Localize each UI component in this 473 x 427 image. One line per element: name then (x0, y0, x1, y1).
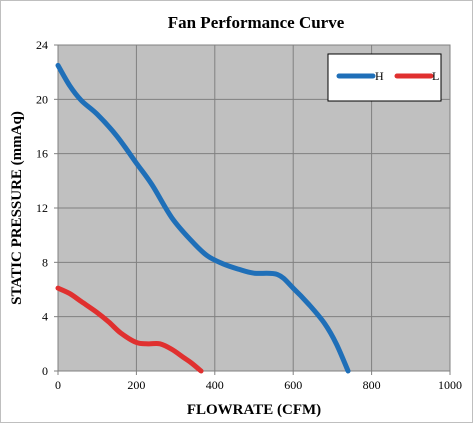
x-tick-label: 0 (55, 378, 61, 392)
y-tick-label: 16 (36, 147, 48, 161)
series-line-l (55, 285, 204, 374)
y-tick-label: 0 (42, 364, 48, 378)
series-lines (55, 62, 351, 374)
y-tick-label: 8 (42, 255, 48, 269)
legend-label-h: H (375, 69, 384, 83)
y-axis-title: STATIC PRESSURE (mmAq) (9, 111, 25, 305)
y-tick-label: 4 (42, 310, 48, 324)
x-tick-label: 800 (363, 378, 381, 392)
y-tick-label: 12 (36, 201, 48, 215)
x-tick-label: 200 (127, 378, 145, 392)
y-tick-label: 24 (36, 38, 48, 52)
x-tick-label: 600 (284, 378, 302, 392)
series-line-h (55, 62, 351, 374)
x-axis-title: FLOWRATE (CFM) (187, 402, 321, 418)
x-tick-label: 400 (206, 378, 224, 392)
axis-ticks: 0 200 400 600 800 1000 0 4 8 12 16 20 24 (36, 38, 462, 392)
legend: H L (327, 53, 442, 102)
x-tick-label: 1000 (438, 378, 462, 392)
y-tick-label: 20 (36, 92, 48, 106)
chart-title: Fan Performance Curve (168, 13, 345, 32)
legend-label-l: L (432, 69, 439, 83)
